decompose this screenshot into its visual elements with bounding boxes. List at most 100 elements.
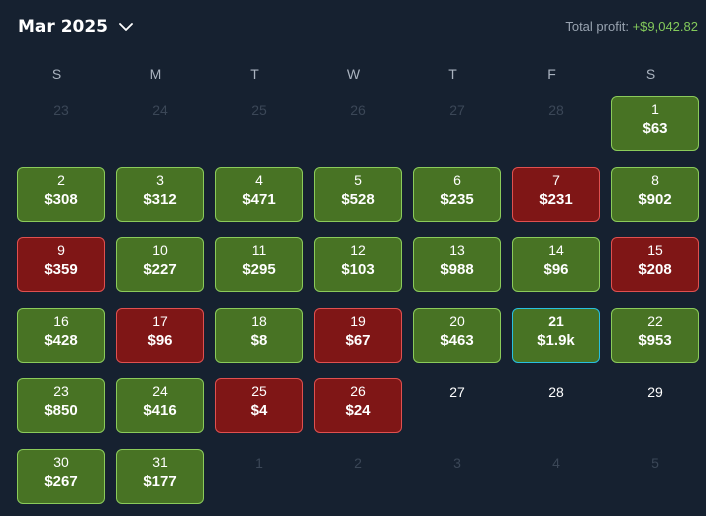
day-number: 26 [350, 102, 366, 118]
day-pnl-amount: $208 [638, 261, 672, 278]
day-cell-outside-month: 5 [611, 449, 699, 504]
day-number: 25 [251, 383, 267, 399]
day-number: 23 [53, 102, 69, 118]
day-pnl-amount: $308 [44, 191, 78, 208]
weekday-label: T [448, 66, 457, 82]
day-pnl-amount: $4 [250, 402, 268, 419]
day-pnl-amount: $231 [539, 191, 573, 208]
day-number: 15 [647, 242, 663, 258]
day-cell[interactable]: 12 $103 [314, 237, 402, 292]
day-cell[interactable]: 30 $267 [17, 449, 105, 504]
day-pnl-amount: $96 [147, 332, 173, 349]
day-number: 7 [552, 172, 560, 188]
day-cell-outside-month: 25 [215, 96, 303, 151]
weekday-label: W [346, 66, 361, 82]
weekday-label: T [250, 66, 259, 82]
day-pnl-amount: $359 [44, 261, 78, 278]
day-pnl-amount: $295 [242, 261, 276, 278]
day-cell[interactable]: 19 $67 [314, 308, 402, 363]
day-number: 17 [152, 313, 168, 329]
day-cell[interactable]: 7 $231 [512, 167, 600, 222]
day-number: 27 [449, 102, 465, 118]
day-number: 20 [449, 313, 465, 329]
day-cell[interactable]: 3 $312 [116, 167, 204, 222]
calendar-header: Mar 2025 Total profit: +$9,042.82 [18, 14, 698, 42]
day-cell[interactable]: 2 $308 [17, 167, 105, 222]
weekday-label: F [547, 66, 556, 82]
day-number: 12 [350, 242, 366, 258]
day-cell[interactable]: 10 $227 [116, 237, 204, 292]
chevron-down-icon [118, 19, 134, 35]
day-cell[interactable]: 26 $24 [314, 378, 402, 433]
weekday-label: M [149, 66, 162, 82]
day-cell-outside-month: 26 [314, 96, 402, 151]
day-pnl-amount: $67 [345, 332, 371, 349]
day-cell-outside-month: 24 [116, 96, 204, 151]
day-pnl-amount: $267 [44, 473, 78, 490]
day-cell[interactable]: 18 $8 [215, 308, 303, 363]
total-profit: Total profit: +$9,042.82 [565, 19, 698, 34]
day-number: 23 [53, 383, 69, 399]
day-cell[interactable]: 1 $63 [611, 96, 699, 151]
day-cell[interactable]: 21 $1.9k [512, 308, 600, 363]
day-pnl-amount: $850 [44, 402, 78, 419]
day-cell[interactable]: 5 $528 [314, 167, 402, 222]
day-pnl-amount: $227 [143, 261, 177, 278]
day-pnl-amount: $235 [440, 191, 474, 208]
day-cell[interactable]: 15 $208 [611, 237, 699, 292]
day-cell[interactable]: 20 $463 [413, 308, 501, 363]
day-number: 1 [651, 101, 659, 117]
day-cell[interactable]: 24 $416 [116, 378, 204, 433]
day-cell[interactable]: 16 $428 [17, 308, 105, 363]
day-cell-outside-month: 27 [413, 96, 501, 151]
day-number: 8 [651, 172, 659, 188]
day-cell[interactable]: 25 $4 [215, 378, 303, 433]
day-cell[interactable]: 22 $953 [611, 308, 699, 363]
day-cell-outside-month: 28 [512, 96, 600, 151]
day-pnl-amount: $902 [638, 191, 672, 208]
day-cell-no-trades: 27 [413, 378, 501, 433]
day-cell[interactable]: 4 $471 [215, 167, 303, 222]
day-cell[interactable]: 11 $295 [215, 237, 303, 292]
day-number: 28 [548, 384, 564, 400]
day-number: 21 [548, 313, 564, 329]
day-number: 24 [152, 102, 168, 118]
day-cell[interactable]: 31 $177 [116, 449, 204, 504]
day-cell-outside-month: 4 [512, 449, 600, 504]
day-pnl-amount: $1.9k [537, 332, 575, 349]
day-pnl-amount: $103 [341, 261, 375, 278]
day-number: 22 [647, 313, 663, 329]
day-cell[interactable]: 23 $850 [17, 378, 105, 433]
day-number: 3 [156, 172, 164, 188]
day-cell[interactable]: 17 $96 [116, 308, 204, 363]
day-number: 1 [255, 455, 263, 471]
day-number: 28 [548, 102, 564, 118]
day-pnl-amount: $63 [642, 120, 668, 137]
day-number: 11 [251, 242, 267, 258]
day-cell-no-trades: 28 [512, 378, 600, 433]
day-pnl-amount: $953 [638, 332, 672, 349]
month-selector[interactable]: Mar 2025 [18, 14, 134, 40]
day-pnl-amount: $312 [143, 191, 177, 208]
day-pnl-amount: $24 [345, 402, 371, 419]
day-cell[interactable]: 9 $359 [17, 237, 105, 292]
day-cell-outside-month: 2 [314, 449, 402, 504]
day-number: 9 [57, 242, 65, 258]
day-number: 3 [453, 455, 461, 471]
total-profit-value: +$9,042.82 [632, 19, 698, 34]
day-number: 14 [548, 242, 564, 258]
day-cell[interactable]: 8 $902 [611, 167, 699, 222]
day-cell[interactable]: 14 $96 [512, 237, 600, 292]
day-number: 6 [453, 172, 461, 188]
day-pnl-amount: $988 [440, 261, 474, 278]
day-pnl-amount: $416 [143, 402, 177, 419]
day-number: 4 [552, 455, 560, 471]
day-cell[interactable]: 6 $235 [413, 167, 501, 222]
day-number: 19 [350, 313, 366, 329]
day-cell[interactable]: 13 $988 [413, 237, 501, 292]
weekday-label: S [645, 66, 656, 82]
total-profit-label: Total profit: [565, 19, 629, 34]
day-pnl-amount: $463 [440, 332, 474, 349]
